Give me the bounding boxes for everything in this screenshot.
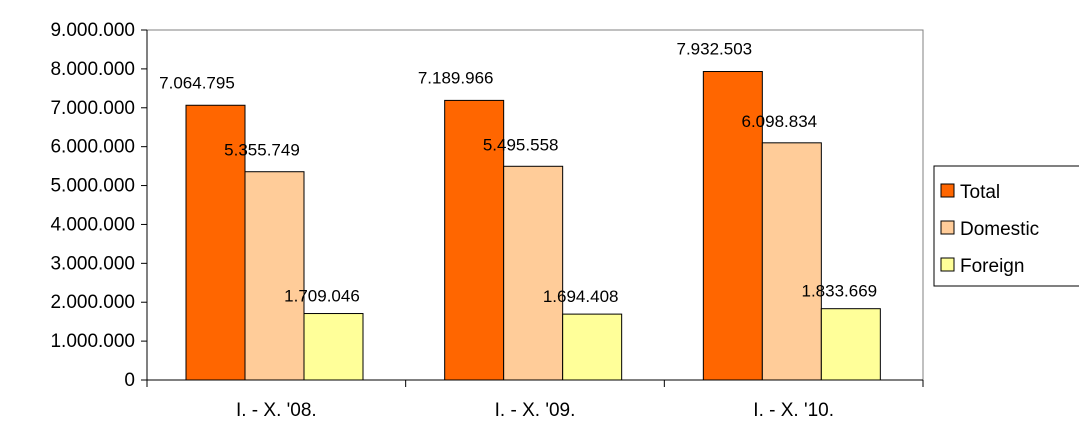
- y-tick-label: 1.000.000: [50, 331, 135, 352]
- legend-label-foreign: Foreign: [960, 256, 1024, 277]
- bar-domestic: [503, 165, 564, 381]
- y-tick-label: 4.000.000: [50, 214, 135, 235]
- data-label-foreign: 1.709.046: [284, 287, 360, 306]
- y-tick-label: 3.000.000: [50, 253, 135, 274]
- legend-label-domestic: Domestic: [960, 219, 1039, 240]
- bar-foreign: [820, 308, 881, 381]
- legend: Total Domestic Foreign: [933, 165, 1079, 287]
- data-label-foreign: 1.833.669: [802, 282, 878, 301]
- bar-total: [702, 71, 763, 381]
- x-category-label: I. - X. '10.: [753, 400, 834, 421]
- y-tick-label: 8.000.000: [50, 59, 135, 80]
- legend-box: [933, 165, 1079, 287]
- bar-total: [444, 99, 505, 381]
- y-axis: 0 1.000.000 2.000.000 3.000.000 4.000.000 5.0…: [50, 20, 148, 391]
- x-axis: I. - X. '08. I. - X. '09. I. - X. '10.: [146, 379, 924, 421]
- y-tick-label: 0: [124, 370, 135, 391]
- y-tick-label: 9.000.000: [50, 20, 135, 41]
- bar-foreign: [562, 313, 623, 381]
- y-tick-label: 2.000.000: [50, 292, 135, 313]
- data-labels: 7.064.795 5.355.749 1.709.046 7.189.966 5.49…: [159, 40, 877, 307]
- data-label-total: 7.064.795: [159, 73, 235, 92]
- legend-swatch-domestic: [940, 220, 955, 235]
- bar-domestic: [244, 171, 305, 381]
- bar-domestic: [761, 142, 822, 381]
- x-category-label: I. - X. '08.: [236, 400, 317, 421]
- y-tick-label: 7.000.000: [50, 98, 135, 119]
- bar-total: [185, 104, 246, 381]
- legend-swatch-total: [940, 183, 955, 198]
- legend-swatch-foreign: [940, 257, 955, 272]
- data-label-total: 7.932.503: [677, 40, 753, 59]
- x-category-label: I. - X. '09.: [495, 400, 576, 421]
- bars: [185, 71, 881, 381]
- data-label-foreign: 1.694.408: [543, 287, 619, 306]
- data-label-total: 7.189.966: [418, 68, 494, 87]
- data-label-domestic: 5.355.749: [224, 141, 300, 160]
- y-tick-label: 5.000.000: [50, 176, 135, 197]
- data-label-domestic: 6.098.834: [742, 112, 818, 131]
- y-tick-label: 6.000.000: [50, 137, 135, 158]
- data-label-domestic: 5.495.558: [483, 135, 559, 154]
- bar-foreign: [303, 313, 364, 381]
- legend-label-total: Total: [960, 182, 1000, 203]
